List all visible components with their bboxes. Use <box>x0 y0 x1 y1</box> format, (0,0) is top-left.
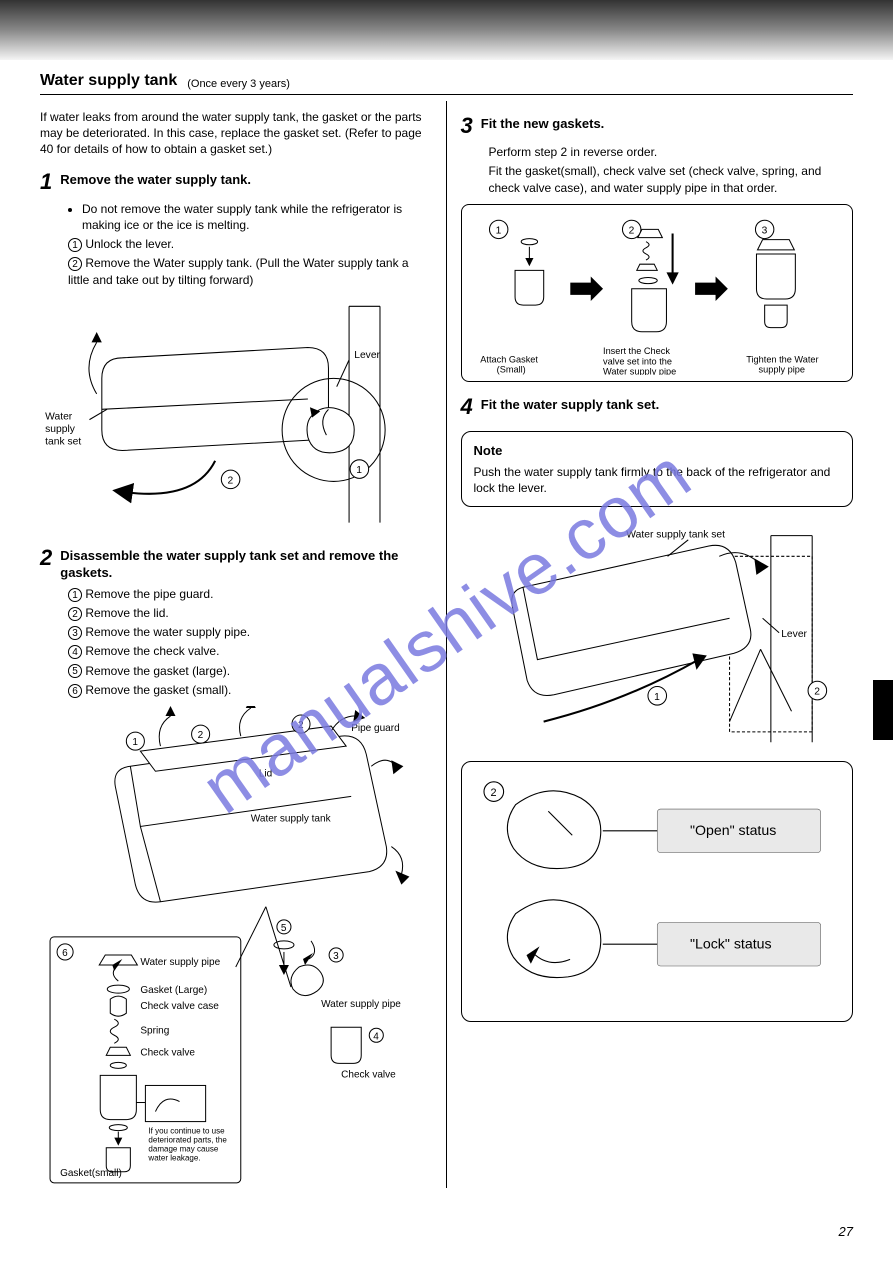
intro-paragraph: If water leaks from around the water sup… <box>40 109 432 158</box>
step-body-a: Perform step 2 in reverse order. <box>489 144 854 160</box>
substep-badge: 6 <box>68 684 82 698</box>
svg-text:2: 2 <box>298 720 304 731</box>
label-pipeguard: Pipe guard <box>351 723 399 734</box>
svg-text:Tighten the Water: Tighten the Water <box>746 354 818 364</box>
svg-text:1: 1 <box>132 737 138 748</box>
step-title: Fit the new gaskets. <box>481 115 605 133</box>
svg-text:Attach Gasket: Attach Gasket <box>480 354 538 364</box>
substep-badge: 2 <box>68 257 82 271</box>
svg-text:If you continue to use: If you continue to use <box>148 1127 225 1136</box>
figure-step4: 1 2 Water supply tank set Lever <box>461 515 854 753</box>
substep-badge: 5 <box>68 664 82 678</box>
svg-text:Check valve: Check valve <box>140 1047 195 1058</box>
substep-text: Unlock the lever. <box>85 237 174 251</box>
figure-step2: 1 2 2 Lid Water supply tank Pipe guard 5… <box>40 706 432 1188</box>
right-column: 3 Fit the new gaskets. Perform step 2 in… <box>447 101 854 1188</box>
svg-text:Water supply pipe: Water supply pipe <box>603 367 676 375</box>
svg-text:5: 5 <box>281 923 287 934</box>
label-tank: Water <box>45 411 73 422</box>
label-lever: Lever <box>354 350 380 361</box>
label-tank2: supply <box>45 424 76 435</box>
svg-text:1: 1 <box>495 225 501 236</box>
svg-text:valve set into the: valve set into the <box>603 356 672 366</box>
substep-badge: 1 <box>68 238 82 252</box>
left-column: If water leaks from around the water sup… <box>40 101 447 1188</box>
svg-text:supply pipe: supply pipe <box>758 364 804 374</box>
side-tab <box>873 680 893 740</box>
substep-text: Remove the lid. <box>85 606 168 620</box>
step-title: Remove the water supply tank. <box>60 171 251 189</box>
substep-text: Remove the Water supply tank. (Pull the … <box>68 256 409 286</box>
step-1: 1 Remove the water supply tank. Do not r… <box>40 167 432 533</box>
page-number: 27 <box>839 1223 853 1241</box>
svg-text:Water supply tank set: Water supply tank set <box>626 530 725 541</box>
svg-text:Gasket (Large): Gasket (Large) <box>140 985 207 996</box>
figure-step3: 1 Attach Gasket (Small) 2 Insert the Che… <box>461 204 854 382</box>
step-bullet: Do not remove the water supply tank whil… <box>82 201 432 233</box>
svg-text:Gasket(small): Gasket(small) <box>60 1168 122 1179</box>
step-number: 3 <box>461 111 473 141</box>
svg-text:Spring: Spring <box>140 1025 169 1036</box>
svg-text:water leakage.: water leakage. <box>147 1154 200 1163</box>
substep-badge: 2 <box>68 607 82 621</box>
substep-badge: 4 <box>68 645 82 659</box>
note-text: Push the water supply tank firmly to the… <box>474 464 841 496</box>
svg-text:6: 6 <box>62 948 68 959</box>
label-lock: "Lock" status <box>689 936 771 952</box>
substep-badge: 3 <box>68 626 82 640</box>
svg-text:2: 2 <box>628 225 634 236</box>
svg-text:3: 3 <box>333 951 339 962</box>
svg-text:deteriorated parts, the: deteriorated parts, the <box>148 1136 227 1145</box>
step-title: Disassemble the water supply tank set an… <box>60 547 431 582</box>
substep-text: Remove the gasket (large). <box>85 664 230 678</box>
substep-text: Remove the water supply pipe. <box>85 625 250 639</box>
note-box: Note Push the water supply tank firmly t… <box>461 431 854 507</box>
substep-badge: 1 <box>68 588 82 602</box>
svg-text:4: 4 <box>373 1031 379 1042</box>
svg-text:3: 3 <box>761 225 767 236</box>
substep-text: Remove the pipe guard. <box>85 587 213 601</box>
label-tank-b: Water supply tank <box>251 813 332 824</box>
step-number: 4 <box>461 392 473 422</box>
label-tank3: tank set <box>45 436 81 447</box>
step-2: 2 Disassemble the water supply tank set … <box>40 543 432 1188</box>
figure-lever-states: 2 "Open" status "Lock" status <box>461 761 854 1023</box>
step-number: 1 <box>40 167 52 197</box>
svg-text:2: 2 <box>228 475 234 486</box>
substep-text: Remove the check valve. <box>85 644 219 658</box>
svg-text:2: 2 <box>490 787 496 799</box>
svg-text:(Small): (Small) <box>496 364 525 374</box>
step-3: 3 Fit the new gaskets. Perform step 2 in… <box>461 111 854 382</box>
figure-step1: Lever Water supply tank set 1 2 <box>40 296 432 533</box>
svg-text:Lever: Lever <box>781 629 807 640</box>
step-4: 4 Fit the water supply tank set. Note Pu… <box>461 392 854 1023</box>
header-gradient <box>0 0 893 60</box>
section-title: Water supply tank <box>40 70 177 92</box>
svg-text:Water supply pipe: Water supply pipe <box>140 957 220 968</box>
svg-text:1: 1 <box>356 465 362 476</box>
step-number: 2 <box>40 543 52 573</box>
svg-text:damage may cause: damage may cause <box>148 1145 218 1154</box>
svg-text:2: 2 <box>198 730 204 741</box>
svg-text:1: 1 <box>654 692 660 703</box>
svg-text:2: 2 <box>814 687 820 698</box>
label-pipe-s: Water supply pipe <box>321 999 401 1010</box>
label-cv-s: Check valve <box>341 1069 396 1080</box>
step-title: Fit the water supply tank set. <box>481 396 659 414</box>
svg-text:Insert the Check: Insert the Check <box>603 346 670 356</box>
note-title: Note <box>474 442 841 460</box>
label-lid: Lid <box>259 768 272 779</box>
substep-text: Remove the gasket (small). <box>85 683 231 697</box>
svg-text:Check valve case: Check valve case <box>140 1001 219 1012</box>
step-body-b: Fit the gasket(small), check valve set (… <box>489 163 854 195</box>
label-open: "Open" status <box>689 823 775 839</box>
section-heading: Water supply tank (Once every 3 years) <box>40 60 853 95</box>
section-subtitle: (Once every 3 years) <box>187 77 290 92</box>
